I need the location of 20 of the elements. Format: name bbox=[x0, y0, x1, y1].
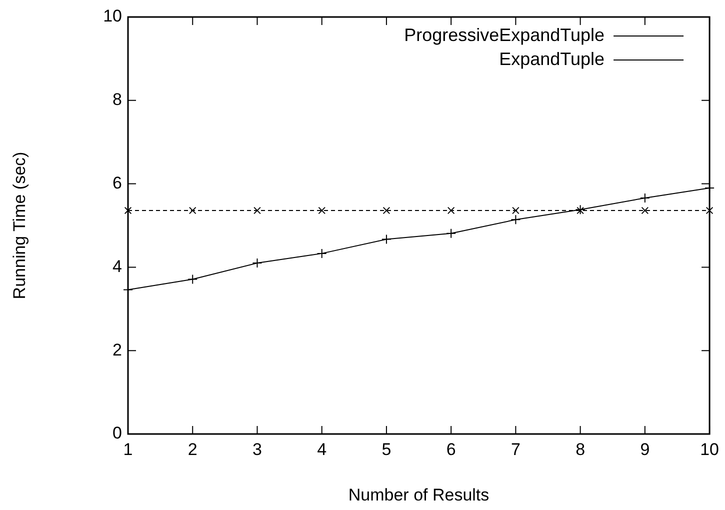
x-tick-label: 5 bbox=[382, 440, 392, 459]
x-tick-label: 7 bbox=[510, 440, 520, 459]
y-tick-label: 2 bbox=[112, 340, 122, 360]
x-tick-label: 2 bbox=[188, 440, 198, 459]
legend-label: ProgressiveExpandTuple bbox=[404, 24, 605, 45]
x-tick-label: 10 bbox=[700, 440, 720, 459]
y-tick-label: 8 bbox=[112, 90, 122, 110]
y-tick-label: 10 bbox=[103, 6, 122, 26]
y-axis-title: Running Time (sec) bbox=[10, 152, 29, 300]
x-axis-title: Number of Results bbox=[348, 485, 490, 504]
x-tick-label: 6 bbox=[446, 440, 456, 459]
x-tick-label: 4 bbox=[317, 440, 327, 459]
y-tick-label: 6 bbox=[112, 173, 122, 192]
y-tick-label: 4 bbox=[112, 256, 122, 276]
x-tick-label: 9 bbox=[640, 440, 650, 459]
y-tick-label: 0 bbox=[112, 424, 122, 443]
x-tick-label: 1 bbox=[123, 440, 133, 459]
x-tick-label: 3 bbox=[252, 440, 262, 459]
x-tick-label: 8 bbox=[576, 440, 586, 459]
legend-label: ExpandTuple bbox=[499, 48, 605, 69]
